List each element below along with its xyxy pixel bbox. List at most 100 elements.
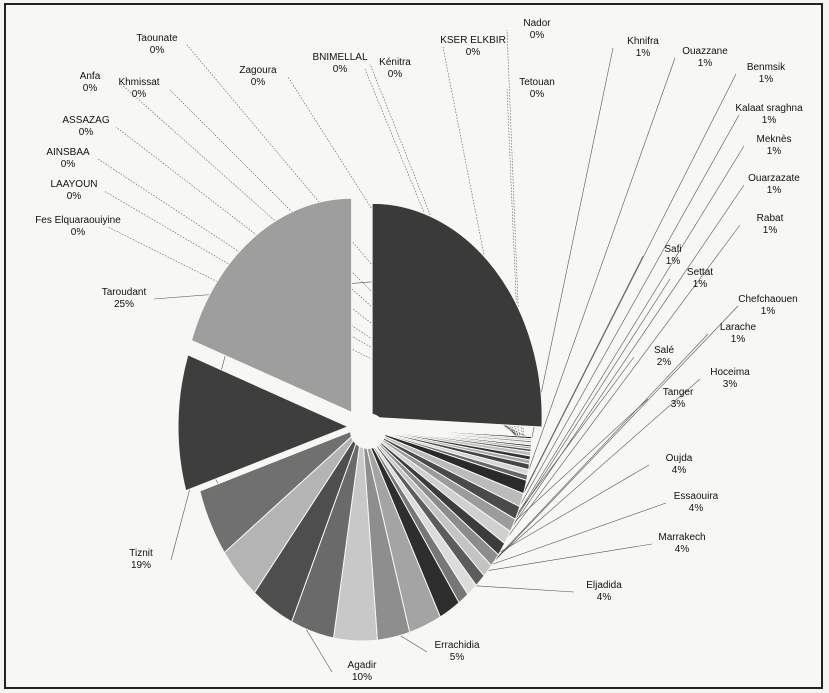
data-label-name: Safi [664, 244, 681, 255]
data-label-percent: 0% [150, 45, 165, 56]
data-label-name: Tiznit [129, 548, 153, 559]
data-label: Errachidia 5% [434, 640, 479, 663]
pie-slice-errachidia [199, 426, 363, 554]
data-label-name: Eljadida [586, 580, 622, 591]
pie-slice-tiznit [190, 197, 353, 414]
data-label-name: Settat [687, 267, 713, 278]
data-label-percent: 0% [530, 89, 545, 100]
data-label-percent: 0% [132, 89, 147, 100]
data-label-percent: 3% [671, 399, 686, 410]
data-label-name: Agadir [348, 660, 378, 671]
data-label: Nador 0% [523, 18, 551, 41]
data-label: Oujda 4% [666, 453, 693, 476]
data-label: Fes Elquaraouiyine 0% [35, 215, 121, 238]
data-label-name: ASSAZAG [62, 115, 109, 126]
data-label-name: Essaouira [674, 491, 719, 502]
data-label: Tiznit 19% [129, 548, 153, 571]
data-label-percent: 0% [466, 47, 481, 58]
data-label-percent: 25% [114, 299, 134, 310]
data-label-percent: 1% [693, 279, 708, 290]
data-label: Kénitra 0% [379, 57, 411, 80]
leader-line [514, 73, 737, 512]
data-label-percent: 4% [689, 503, 704, 514]
data-label-percent: 0% [71, 227, 86, 238]
data-label-percent: 5% [450, 652, 465, 663]
data-label-percent: 0% [388, 69, 403, 80]
data-label-percent: 1% [698, 58, 713, 69]
data-label: Tanger 3% [663, 387, 694, 410]
data-label-name: Kénitra [379, 57, 411, 68]
data-label: Salé 2% [654, 345, 674, 368]
data-label: Marrakech 4% [658, 532, 705, 555]
data-label-percent: 2% [657, 357, 672, 368]
leader-line [518, 57, 676, 499]
data-label-percent: 1% [762, 115, 777, 126]
data-label-percent: 1% [761, 306, 776, 317]
data-label: KSER ELKBIR 0% [440, 35, 506, 58]
data-label: Ouazzane 1% [682, 46, 728, 69]
data-label-name: AINSBAA [46, 147, 90, 158]
data-label-name: Anfa [80, 71, 101, 82]
pie-chart: Taroudant 25%Fes Elquaraouiyine 0%LAAYOUN 0… [35, 18, 803, 683]
leader-line [498, 184, 745, 547]
data-label-percent: 1% [731, 334, 746, 345]
data-label-percent: 0% [67, 191, 82, 202]
data-label: Tetouan 0% [519, 77, 555, 100]
data-label-name: Salé [654, 345, 674, 356]
data-label-name: Larache [720, 322, 757, 333]
chart-frame: Taroudant 25% Fes Elquaraouiyine 0% LAAYOUN 0… [4, 3, 823, 689]
pie-slice-taroudant [371, 202, 543, 428]
data-label: Rabat 1% [757, 213, 784, 236]
data-label-name: Benmsik [747, 62, 786, 73]
data-label-name: Hoceima [710, 367, 750, 378]
data-label-name: Chefchaouen [738, 294, 798, 305]
data-label: Meknès 1% [756, 134, 791, 157]
data-label: Hoceima 3% [710, 367, 750, 390]
leader-line [469, 305, 739, 587]
data-label-percent: 4% [672, 465, 687, 476]
data-label-name: Marrakech [658, 532, 705, 543]
data-label-percent: 0% [251, 77, 266, 88]
data-label: Khmissat 0% [118, 77, 159, 100]
data-label: Eljadida 4% [586, 580, 622, 603]
data-label-percent: 0% [530, 30, 545, 41]
data-label-name: Nador [523, 18, 551, 29]
data-label-name: Khmissat [118, 77, 159, 88]
data-label-name: KSER ELKBIR [440, 35, 506, 46]
data-label-name: Meknès [756, 134, 791, 145]
pie-slice-agadir [177, 354, 350, 492]
data-label-name: Oujda [666, 453, 693, 464]
data-label-name: Rabat [757, 213, 784, 224]
data-label: Chefchaouen 1% [738, 294, 798, 317]
data-label: Anfa 0% [80, 71, 101, 94]
data-label: ASSAZAG 0% [62, 115, 109, 138]
data-label-percent: 0% [83, 83, 98, 94]
data-label-percent: 3% [723, 379, 738, 390]
data-label-name: Errachidia [434, 640, 479, 651]
data-label: Taroudant 25% [102, 287, 147, 310]
data-label-percent: 1% [767, 185, 782, 196]
data-label-percent: 0% [79, 127, 94, 138]
data-label: Taounate 0% [136, 33, 178, 56]
leader-line [509, 114, 740, 524]
data-label-percent: 4% [675, 544, 690, 555]
data-label: Kalaat sraghna 1% [735, 103, 803, 126]
data-label-percent: 10% [352, 672, 372, 683]
leader-line [115, 126, 529, 444]
data-label-name: Kalaat sraghna [735, 103, 803, 114]
data-label: Zagoura 0% [239, 65, 277, 88]
pie-slices [177, 197, 543, 642]
data-label-name: Fes Elquaraouiyine [35, 215, 121, 226]
data-label-name: Taounate [136, 33, 178, 44]
data-label: Larache 1% [720, 322, 757, 345]
data-label-percent: 1% [767, 146, 782, 157]
data-label-name: LAAYOUN [50, 179, 97, 190]
data-label-name: Taroudant [102, 287, 147, 298]
data-label: Ouarzazate 1% [748, 173, 800, 196]
data-label: Essaouira 4% [674, 491, 719, 514]
data-label-percent: 1% [759, 74, 774, 85]
data-label-name: Khnifra [627, 36, 659, 47]
data-label: BNIMELLAL 0% [312, 52, 367, 75]
data-label-percent: 0% [61, 159, 76, 170]
data-label: Settat 1% [687, 267, 713, 290]
